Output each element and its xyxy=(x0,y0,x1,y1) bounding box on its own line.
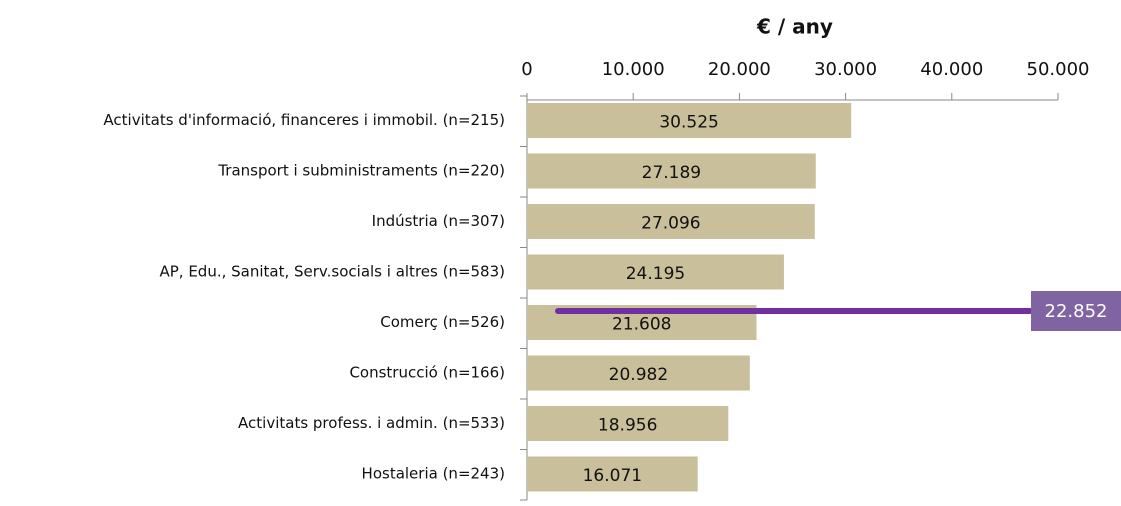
data-label: 30.525 xyxy=(659,113,718,133)
y-tick-label: Comerç (n=526) xyxy=(380,313,505,331)
y-tick-label: Transport i subministraments (n=220) xyxy=(217,162,505,180)
data-label: 20.982 xyxy=(609,365,668,385)
y-tick-label: Hostaleria (n=243) xyxy=(362,465,505,483)
bar xyxy=(527,204,815,239)
data-label: 21.608 xyxy=(612,315,671,335)
y-tick-label: AP, Edu., Sanitat, Serv.socials i altres… xyxy=(159,263,505,281)
chart-title: € / any xyxy=(756,15,833,39)
reference-label: 22.852 xyxy=(1045,301,1108,322)
data-label: 27.096 xyxy=(641,214,700,234)
bar xyxy=(527,254,784,290)
bar xyxy=(527,406,729,441)
x-tick-label: 20.000 xyxy=(708,59,771,80)
bar xyxy=(527,103,852,138)
y-tick-label: Activitats profess. i admin. (n=533) xyxy=(238,414,505,432)
data-label: 24.195 xyxy=(626,264,685,284)
y-tick-label: Construcció (n=166) xyxy=(349,364,505,382)
bar xyxy=(527,355,750,391)
y-tick-label: Activitats d'informació, financeres i im… xyxy=(103,111,505,129)
y-tick-label: Indústria (n=307) xyxy=(372,212,505,230)
data-label: 27.189 xyxy=(642,163,701,183)
x-tick-label: 40.000 xyxy=(920,59,983,80)
x-tick-label: 0 xyxy=(521,59,532,80)
reference-label-box xyxy=(1031,291,1121,331)
data-label: 16.071 xyxy=(583,466,642,486)
x-tick-label: 50.000 xyxy=(1027,59,1090,80)
x-tick-label: 10.000 xyxy=(602,59,665,80)
x-tick-label: 30.000 xyxy=(814,59,877,80)
data-label: 18.956 xyxy=(598,416,657,436)
bar xyxy=(527,456,698,492)
bar xyxy=(527,153,816,189)
